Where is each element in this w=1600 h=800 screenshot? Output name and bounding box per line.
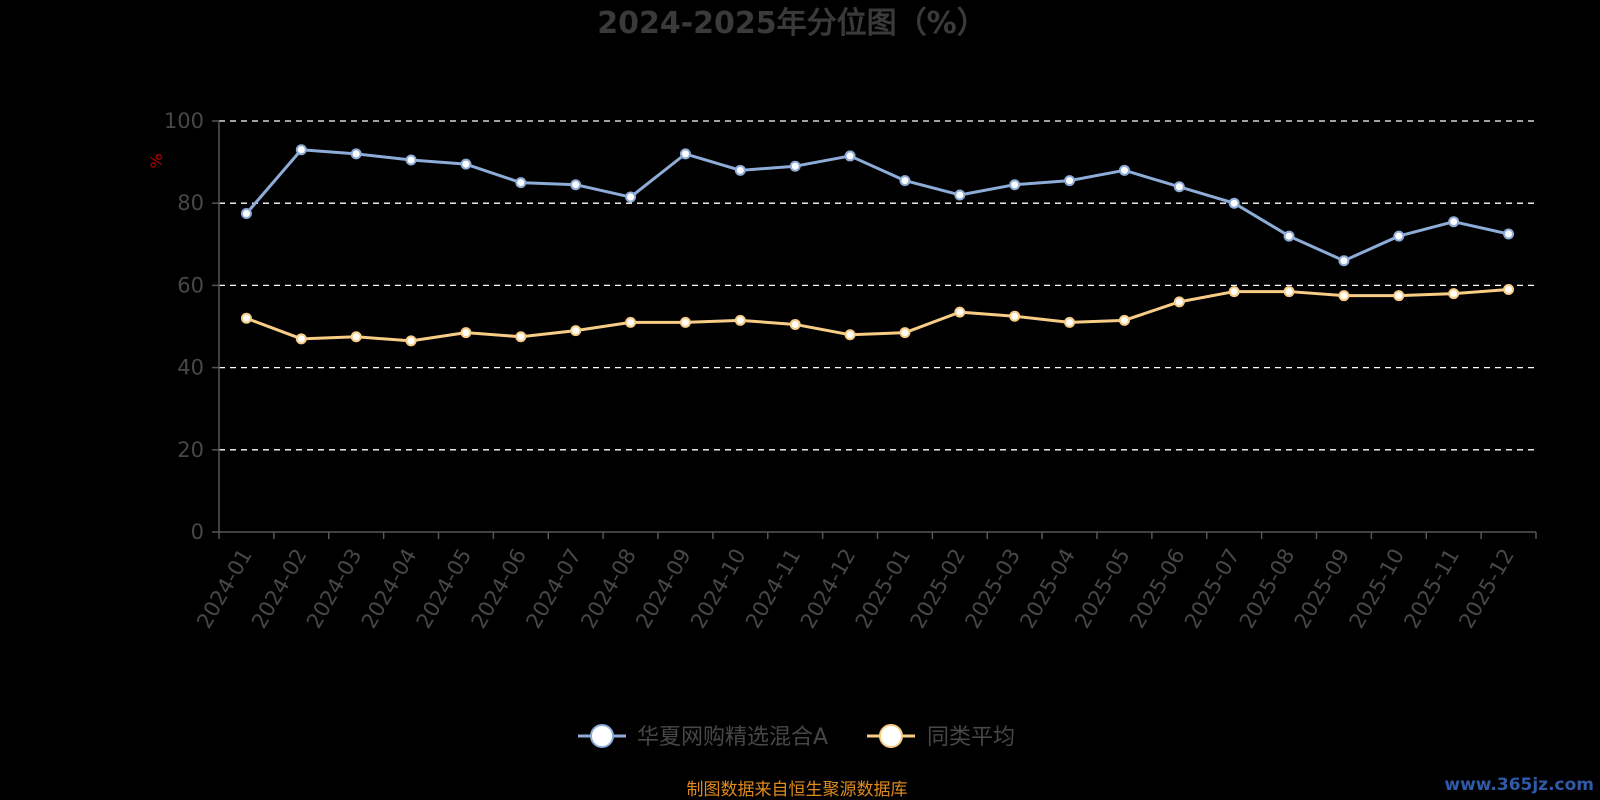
legend-marker bbox=[590, 724, 614, 748]
data-point bbox=[1338, 255, 1350, 267]
legend-label: 同类平均 bbox=[927, 725, 1015, 750]
data-point bbox=[1228, 286, 1240, 298]
data-point bbox=[679, 316, 691, 328]
x-tick-label: 2025-12 bbox=[1454, 545, 1519, 633]
source-note: 制图数据来自恒生聚源数据库 bbox=[687, 780, 908, 800]
data-point bbox=[1118, 314, 1130, 326]
y-tick-label: 80 bbox=[177, 191, 204, 215]
data-point bbox=[954, 189, 966, 201]
data-point bbox=[789, 160, 801, 172]
data-point bbox=[570, 179, 582, 191]
data-point bbox=[295, 333, 307, 345]
data-point bbox=[570, 325, 582, 337]
data-point bbox=[515, 177, 527, 189]
data-point bbox=[1393, 230, 1405, 242]
legend-marker bbox=[879, 724, 903, 748]
series-line-2 bbox=[245, 288, 1509, 343]
legend-label: 华夏网购精选混合A bbox=[637, 725, 828, 750]
y-tick-label: 60 bbox=[177, 273, 204, 297]
data-point bbox=[734, 314, 746, 326]
legend: 华夏网购精选混合A 同类平均 bbox=[578, 724, 1015, 750]
x-tick-labels: 2024-012024-022024-032024-042024-052024-… bbox=[192, 545, 1519, 633]
data-point bbox=[954, 306, 966, 318]
data-point bbox=[405, 154, 417, 166]
data-point bbox=[1173, 181, 1185, 193]
y-axis-unit-label: % bbox=[147, 153, 166, 168]
data-point bbox=[844, 329, 856, 341]
data-point bbox=[515, 331, 527, 343]
y-tick-labels: 0 20 40 60 80 100 bbox=[164, 109, 204, 544]
data-point bbox=[1503, 284, 1515, 296]
y-tick-label: 20 bbox=[177, 438, 204, 462]
data-point bbox=[350, 148, 362, 160]
data-point bbox=[240, 207, 252, 219]
data-point bbox=[1448, 288, 1460, 300]
y-tick-label: 40 bbox=[177, 356, 204, 380]
data-point bbox=[625, 191, 637, 203]
data-point bbox=[1064, 175, 1076, 187]
grid-lines bbox=[219, 120, 1536, 451]
data-point bbox=[405, 335, 417, 347]
data-point bbox=[679, 148, 691, 160]
data-point bbox=[789, 318, 801, 330]
watermark: www.365jz.com bbox=[1444, 775, 1594, 795]
data-point bbox=[1503, 228, 1515, 240]
data-point bbox=[899, 175, 911, 187]
series-line-1 bbox=[245, 148, 1509, 263]
data-point bbox=[1064, 316, 1076, 328]
data-point bbox=[625, 316, 637, 328]
data-point bbox=[1009, 179, 1021, 191]
data-point bbox=[1283, 286, 1295, 298]
y-tick-label: 100 bbox=[164, 109, 204, 133]
data-point bbox=[295, 144, 307, 156]
y-tick-label: 0 bbox=[191, 520, 204, 544]
data-point bbox=[1173, 296, 1185, 308]
data-point bbox=[240, 312, 252, 324]
data-point bbox=[1283, 230, 1295, 242]
data-point bbox=[460, 158, 472, 170]
data-point bbox=[1393, 290, 1405, 302]
data-point bbox=[350, 331, 362, 343]
data-point bbox=[1228, 197, 1240, 209]
data-point bbox=[1118, 164, 1130, 176]
chart-title: 2024-2025年分位图（%） bbox=[597, 6, 987, 41]
data-point bbox=[899, 327, 911, 339]
data-point bbox=[1448, 216, 1460, 228]
data-point bbox=[1009, 310, 1021, 322]
series-lines bbox=[240, 144, 1515, 347]
data-point bbox=[460, 327, 472, 339]
data-point bbox=[1338, 290, 1350, 302]
data-point bbox=[844, 150, 856, 162]
axes bbox=[212, 120, 1537, 539]
data-point bbox=[734, 164, 746, 176]
